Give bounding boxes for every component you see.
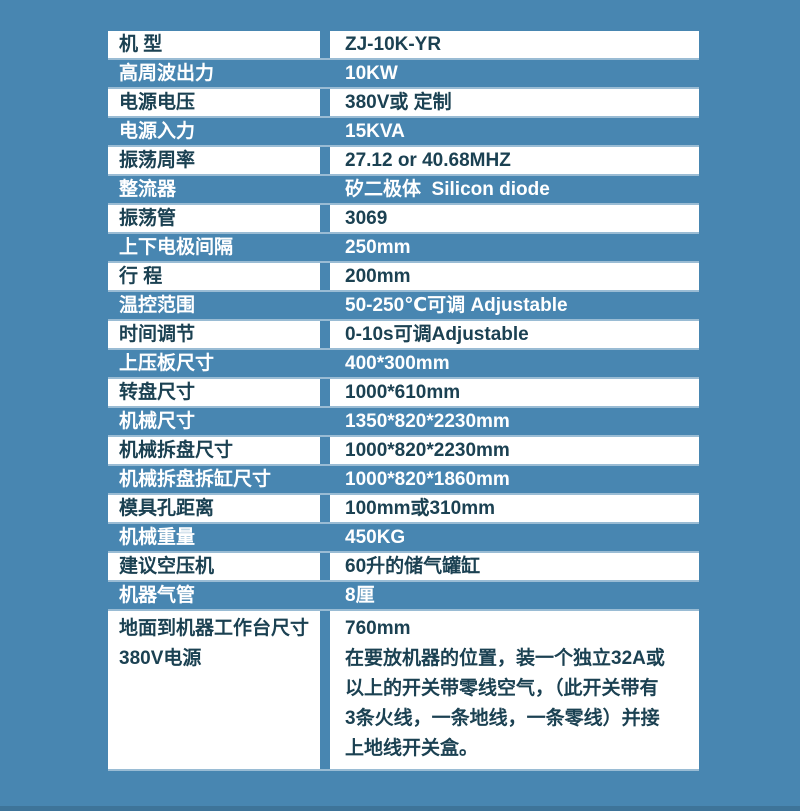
spec-value: 1000*820*1860mm	[345, 469, 510, 490]
table-row: 机械重量 450KG	[108, 524, 699, 553]
spec-label: 行 程	[108, 263, 320, 290]
spec-label: 上下电极间隔	[119, 237, 234, 258]
spec-value: 10KW	[345, 63, 398, 84]
spec-value: 400*300mm	[345, 353, 450, 374]
table-row: 上压板尺寸 400*300mm	[108, 350, 699, 379]
spec-value: 15KVA	[345, 121, 405, 142]
table-row: 高周波出力 10KW	[108, 60, 699, 89]
page-bottom-edge	[0, 806, 800, 811]
spec-label: 模具孔距离	[108, 495, 320, 522]
spec-value: 27.12 or 40.68MHZ	[330, 147, 699, 174]
spec-label: 机 型	[108, 31, 320, 58]
table-row: 机器气管 8厘	[108, 582, 699, 611]
spec-value: 50-250℃可调 Adjustable	[345, 295, 568, 316]
table-row: 地面到机器工作台尺寸 380V电源 760mm 在要放机器的位置，装一个独立32A…	[108, 611, 699, 771]
spec-label: 高周波出力	[119, 63, 215, 84]
spec-value: 3069	[330, 205, 699, 232]
spec-label: 温控范围	[119, 295, 196, 316]
table-row: 建议空压机 60升的储气罐缸	[108, 553, 699, 582]
spec-value: 1350*820*2230mm	[345, 411, 510, 432]
spec-label: 地面到机器工作台尺寸 380V电源	[108, 611, 320, 769]
table-row: 振荡周率 27.12 or 40.68MHZ	[108, 147, 699, 176]
spec-value: 250mm	[345, 237, 411, 258]
spec-label: 机械拆盘拆缸尺寸	[119, 469, 272, 490]
table-row: 转盘尺寸 1000*610mm	[108, 379, 699, 408]
spec-value: 450KG	[345, 527, 406, 548]
spec-value: 200mm	[330, 263, 699, 290]
spec-label: 时间调节	[108, 321, 320, 348]
spec-value: 1000*820*2230mm	[330, 437, 699, 464]
spec-value: 380V或 定制	[330, 89, 699, 116]
spec-label: 振荡管	[108, 205, 320, 232]
spec-label: 电源入力	[119, 121, 196, 142]
spec-label: 振荡周率	[108, 147, 320, 174]
spec-label: 上压板尺寸	[119, 353, 215, 374]
spec-label: 转盘尺寸	[108, 379, 320, 406]
spec-label: 建议空压机	[108, 553, 320, 580]
spec-value: 矽二极体 Silicon diode	[345, 179, 550, 200]
table-row: 机械拆盘拆缸尺寸 1000*820*1860mm	[108, 466, 699, 495]
spec-label: 电源电压	[108, 89, 320, 116]
spec-label: 机器气管	[119, 585, 196, 606]
table-row: 机 型 ZJ-10K-YR	[108, 31, 699, 60]
spec-value: 60升的储气罐缸	[330, 553, 699, 580]
spec-label: 机械尺寸	[119, 411, 196, 432]
spec-label: 机械拆盘尺寸	[108, 437, 320, 464]
table-row: 电源入力 15KVA	[108, 118, 699, 147]
spec-value: ZJ-10K-YR	[330, 31, 699, 58]
table-row: 机械拆盘尺寸 1000*820*2230mm	[108, 437, 699, 466]
spec-value: 1000*610mm	[330, 379, 699, 406]
spec-value: 8厘	[345, 585, 375, 606]
spec-value: 0-10s可调Adjustable	[330, 321, 699, 348]
spec-value: 100mm或310mm	[330, 495, 699, 522]
spec-label: 机械重量	[119, 527, 196, 548]
table-row: 行 程 200mm	[108, 263, 699, 292]
table-row: 整流器 矽二极体 Silicon diode	[108, 176, 699, 205]
table-row: 时间调节 0-10s可调Adjustable	[108, 321, 699, 350]
table-row: 机械尺寸 1350*820*2230mm	[108, 408, 699, 437]
table-row: 温控范围 50-250℃可调 Adjustable	[108, 292, 699, 321]
table-row: 振荡管 3069	[108, 205, 699, 234]
table-row: 电源电压 380V或 定制	[108, 89, 699, 118]
spec-value: 760mm 在要放机器的位置，装一个独立32A或 以上的开关带零线空气，（此开关…	[330, 611, 699, 769]
spec-table: 机 型 ZJ-10K-YR 高周波出力 10KW 电源电压 380V或 定制电源入力 15K…	[108, 31, 699, 771]
table-row: 上下电极间隔 250mm	[108, 234, 699, 263]
spec-label: 整流器	[119, 179, 177, 200]
table-row: 模具孔距离 100mm或310mm	[108, 495, 699, 524]
